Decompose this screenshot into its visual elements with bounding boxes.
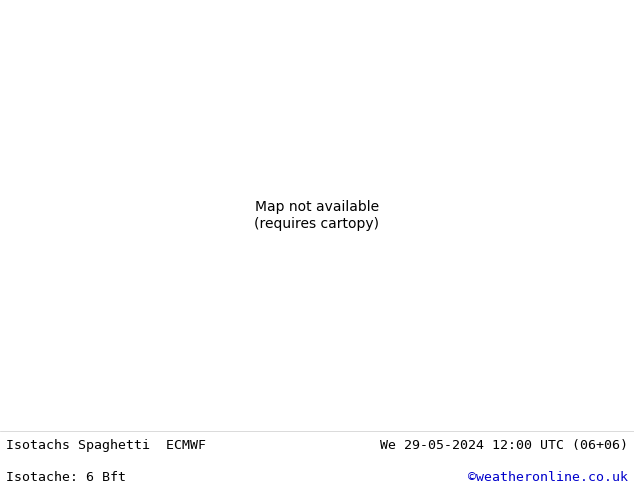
Text: ©weatheronline.co.uk: ©weatheronline.co.uk [468,470,628,484]
Text: Map not available
(requires cartopy): Map not available (requires cartopy) [254,200,380,231]
Text: Isotache: 6 Bft: Isotache: 6 Bft [6,470,126,484]
Text: Isotachs Spaghetti  ECMWF: Isotachs Spaghetti ECMWF [6,440,206,452]
Text: We 29-05-2024 12:00 UTC (06+06): We 29-05-2024 12:00 UTC (06+06) [380,440,628,452]
